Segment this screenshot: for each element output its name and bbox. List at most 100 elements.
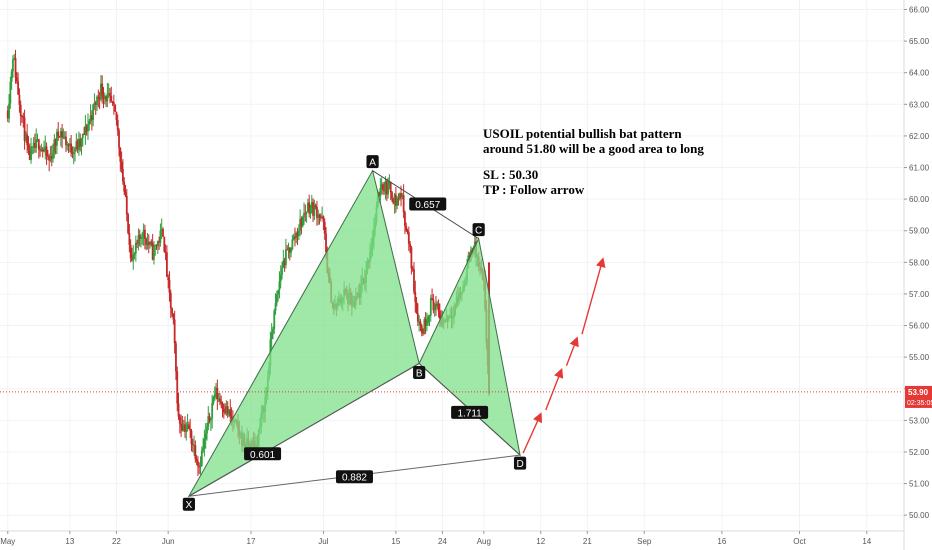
candle-body (433, 304, 436, 311)
candle-body (138, 235, 141, 239)
candle-body (36, 139, 39, 141)
annotation-line-3: SL : 50.30 (483, 167, 539, 182)
candle-body (473, 241, 476, 248)
point-label-a-bg (366, 155, 379, 169)
candle-body (27, 145, 30, 151)
candle-body (410, 247, 413, 269)
candle-body (420, 325, 423, 333)
time-axis[interactable]: May 13 22 Jun 17 Jul 15 24 Aug 12 21 Sep 16 Oct 14 (0, 530, 904, 546)
candle-body (110, 95, 113, 102)
candle-body (220, 401, 223, 404)
candle-body (167, 276, 170, 280)
candle-body (119, 147, 122, 162)
candle-body (143, 229, 146, 239)
candle-body (199, 465, 202, 467)
pattern-line-xb (188, 363, 420, 497)
candle-body (391, 192, 393, 199)
point-label-d: D (513, 456, 527, 470)
candle-body (415, 302, 418, 314)
price-tick-label: 56.00 (909, 322, 930, 331)
ratio-label-bd-text: 1.711 (457, 408, 482, 419)
candle-body (195, 459, 198, 462)
annotation-line-1: USOIL potential bullish bat pattern (483, 126, 682, 141)
candle-body (193, 445, 195, 447)
candle-body (147, 241, 150, 246)
candle-body (225, 406, 228, 413)
candle-body (197, 461, 199, 467)
point-label-c-bg (472, 223, 485, 237)
candle-body (90, 115, 93, 120)
candle-body (306, 202, 309, 212)
current-price-badge: 53.90 02:35:05 (905, 385, 932, 408)
annotation-line-4: TP : Follow arrow (483, 182, 585, 197)
candle-body (388, 181, 391, 185)
candle-body (203, 439, 206, 449)
time-tick-label: 21 (583, 537, 592, 546)
bat-pattern[interactable]: X A B C D 0.601 0.657 1.711 0.882 (182, 155, 527, 511)
point-label-d-text: D (516, 459, 523, 470)
candle-body (8, 103, 10, 119)
candle-body (67, 144, 70, 147)
candle-body (150, 241, 153, 244)
candle-body (200, 450, 203, 466)
candle-body (283, 260, 286, 266)
ratio-label-xd-text: 0.882 (342, 473, 367, 484)
candle-body (416, 313, 419, 322)
point-label-b-text: B (416, 368, 423, 379)
candle-body (382, 184, 384, 191)
candle-body (437, 303, 440, 312)
candle-body (12, 59, 14, 72)
candle-body (14, 58, 17, 78)
candle-body (160, 229, 163, 231)
candle-body (325, 233, 327, 253)
ratio-label-xb: 0.601 (244, 447, 282, 461)
candle-body (181, 426, 184, 431)
candle-body (165, 252, 168, 277)
time-tick-label: Aug (477, 537, 491, 546)
candle-body (18, 94, 21, 105)
point-label-c: C (472, 223, 485, 237)
time-tick-label: 22 (112, 537, 121, 546)
price-tick-label: 59.00 (909, 227, 930, 236)
candle-body (37, 139, 40, 150)
candle-body (208, 416, 211, 421)
candle-body (187, 424, 190, 429)
candle-body (413, 269, 415, 292)
candle-body (155, 244, 158, 247)
candle-body (31, 146, 34, 148)
candle-body (400, 193, 402, 198)
candle-body (85, 125, 88, 132)
pattern-annotation: USOIL potential bullish bat pattern arou… (483, 126, 743, 197)
point-label-b-bg (413, 365, 426, 379)
current-price-badge-bg (905, 385, 932, 408)
candle-body (52, 152, 54, 159)
candle-body (61, 131, 63, 138)
candle-body (146, 241, 149, 245)
candle-body (98, 98, 101, 100)
candle-body (184, 424, 186, 432)
candle-body (379, 187, 382, 197)
candle-body (71, 152, 74, 155)
ratio-label-bd-bg (451, 405, 489, 419)
candle-body (228, 409, 230, 415)
price-axis[interactable]: 50.0051.0052.0053.0054.0055.0056.0057.00… (903, 0, 932, 550)
candle-body (57, 131, 60, 137)
forecast-arrow-segment (545, 367, 564, 411)
ratio-label-xd: 0.882 (335, 470, 373, 484)
candle-body (129, 244, 132, 259)
price-tick-label: 55.00 (909, 353, 930, 362)
candle-body (404, 212, 406, 227)
candle-body (180, 423, 183, 427)
candle-body (13, 58, 16, 60)
candle-body (189, 428, 192, 431)
candle-body (314, 205, 317, 208)
candle-body (106, 93, 109, 102)
candle-body (132, 254, 135, 261)
time-tick-label: Oct (793, 537, 806, 546)
candle-body (402, 195, 405, 213)
candle-body (112, 102, 115, 105)
candle-body (65, 136, 67, 146)
candle-body (299, 218, 302, 231)
candle-body (198, 466, 201, 468)
